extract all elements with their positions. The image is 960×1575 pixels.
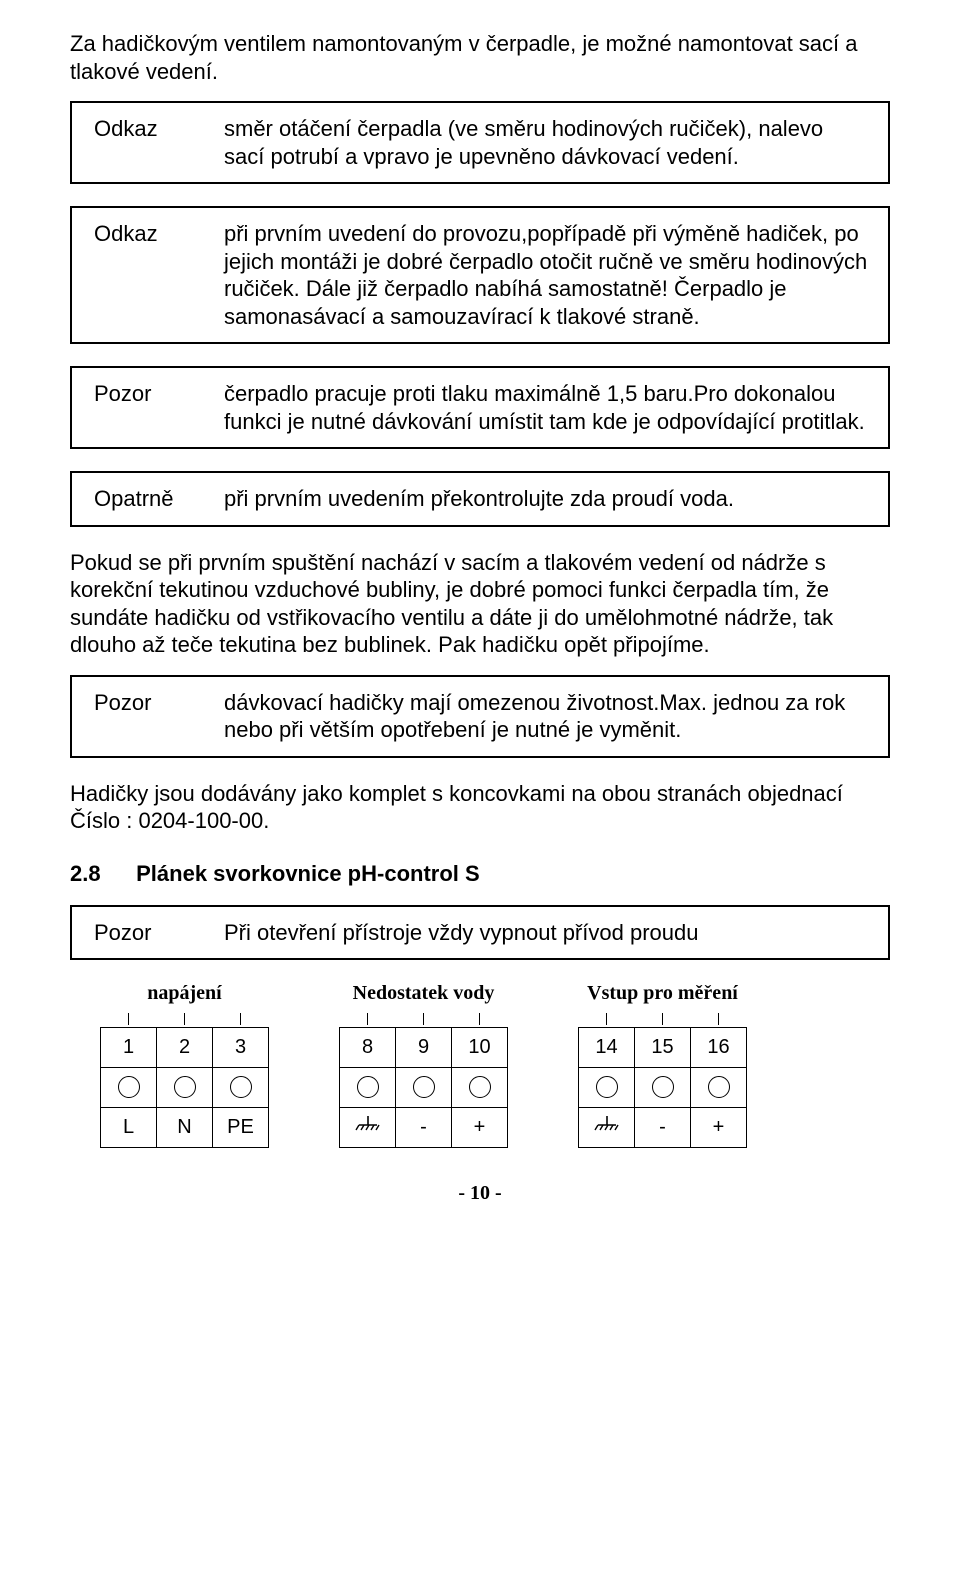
- terminal-number: 8: [340, 1027, 396, 1067]
- caution-label: Opatrně: [94, 485, 224, 513]
- terminal-number: 15: [635, 1027, 691, 1067]
- note-text: při prvním uvedení do provozu,popřípadě …: [224, 220, 868, 330]
- circle-icon: [174, 1076, 196, 1098]
- tick-mark: [479, 1013, 481, 1025]
- ground-icon: [594, 1116, 620, 1138]
- circle-icon: [118, 1076, 140, 1098]
- order-paragraph: Hadičky jsou dodávány jako komplet s kon…: [70, 780, 890, 835]
- intro-paragraph: Za hadičkovým ventilem namontovaným v če…: [70, 30, 890, 85]
- circle-icon: [469, 1076, 491, 1098]
- note-label: Odkaz: [94, 115, 224, 143]
- terminal-number: 10: [452, 1027, 508, 1067]
- terminal-hole: [691, 1067, 747, 1107]
- tick-mark: [367, 1013, 369, 1025]
- terminal-number: 9: [396, 1027, 452, 1067]
- terminal-number: 14: [579, 1027, 635, 1067]
- terminal-hole: [452, 1067, 508, 1107]
- terminal-hole: [340, 1067, 396, 1107]
- circle-icon: [596, 1076, 618, 1098]
- warning-text: Při otevření přístroje vždy vypnout přív…: [224, 919, 868, 947]
- terminal-block-supply: napájení 1 2 3 L: [100, 982, 269, 1148]
- terminal-hole: [635, 1067, 691, 1107]
- tick-mark: [718, 1013, 720, 1025]
- warning-text: čerpadlo pracuje proti tlaku maximálně 1…: [224, 380, 868, 435]
- terminal-label: +: [691, 1107, 747, 1147]
- warning-label: Pozor: [94, 919, 224, 947]
- note-box-2: Odkaz při prvním uvedení do provozu,popř…: [70, 206, 890, 344]
- caution-text: při prvním uvedením překontrolujte zda p…: [224, 485, 868, 513]
- terminal-label: N: [157, 1107, 213, 1147]
- section-number: 2.8: [70, 861, 130, 887]
- terminal-hole: [157, 1067, 213, 1107]
- terminal-hole: [579, 1067, 635, 1107]
- terminal-table: 8 9 10 - +: [339, 1011, 508, 1148]
- terminal-label: -: [396, 1107, 452, 1147]
- warning-box-2: Pozor dávkovací hadičky mají omezenou ži…: [70, 675, 890, 758]
- circle-icon: [230, 1076, 252, 1098]
- circle-icon: [357, 1076, 379, 1098]
- terminal-number: 3: [213, 1027, 269, 1067]
- terminal-title: napájení: [147, 982, 221, 1005]
- circle-icon: [413, 1076, 435, 1098]
- warning-label: Pozor: [94, 380, 224, 408]
- terminal-label: -: [635, 1107, 691, 1147]
- terminal-hole: [101, 1067, 157, 1107]
- note-text: směr otáčení čerpadla (ve směru hodinový…: [224, 115, 868, 170]
- circle-icon: [708, 1076, 730, 1098]
- tick-mark: [240, 1013, 242, 1025]
- terminal-label: L: [101, 1107, 157, 1147]
- tick-mark: [606, 1013, 608, 1025]
- note-box-1: Odkaz směr otáčení čerpadla (ve směru ho…: [70, 101, 890, 184]
- terminal-label: PE: [213, 1107, 269, 1147]
- terminal-label: [579, 1107, 635, 1147]
- caution-box: Opatrně při prvním uvedením překontroluj…: [70, 471, 890, 527]
- terminal-hole: [396, 1067, 452, 1107]
- warning-box-1: Pozor čerpadlo pracuje proti tlaku maxim…: [70, 366, 890, 449]
- section-title-text: Plánek svorkovnice pH-control S: [136, 861, 480, 886]
- terminal-label: [340, 1107, 396, 1147]
- ground-icon: [355, 1116, 381, 1138]
- circle-icon: [652, 1076, 674, 1098]
- tick-mark: [128, 1013, 130, 1025]
- terminal-table: 14 15 16 - +: [578, 1011, 747, 1148]
- page-number: - 10 -: [70, 1182, 890, 1205]
- warning-text: dávkovací hadičky mají omezenou životnos…: [224, 689, 868, 744]
- tick-mark: [184, 1013, 186, 1025]
- warning-box-3: Pozor Při otevření přístroje vždy vypnou…: [70, 905, 890, 961]
- terminal-title: Nedostatek vody: [353, 982, 495, 1005]
- terminal-number: 1: [101, 1027, 157, 1067]
- terminal-table: 1 2 3 L N PE: [100, 1011, 269, 1148]
- mid-paragraph: Pokud se při prvním spuštění nachází v s…: [70, 549, 890, 659]
- terminal-label: +: [452, 1107, 508, 1147]
- terminal-block-water: Nedostatek vody 8 9 10: [339, 982, 508, 1148]
- warning-label: Pozor: [94, 689, 224, 717]
- terminal-diagram: napájení 1 2 3 L: [70, 982, 890, 1148]
- tick-mark: [423, 1013, 425, 1025]
- tick-mark: [662, 1013, 664, 1025]
- note-label: Odkaz: [94, 220, 224, 248]
- terminal-title: Vstup pro měření: [587, 982, 738, 1005]
- document-page: Za hadičkovým ventilem namontovaným v če…: [0, 0, 960, 1235]
- section-heading: 2.8 Plánek svorkovnice pH-control S: [70, 861, 890, 887]
- terminal-number: 16: [691, 1027, 747, 1067]
- terminal-number: 2: [157, 1027, 213, 1067]
- terminal-hole: [213, 1067, 269, 1107]
- terminal-block-measure: Vstup pro měření 14 15 16: [578, 982, 747, 1148]
